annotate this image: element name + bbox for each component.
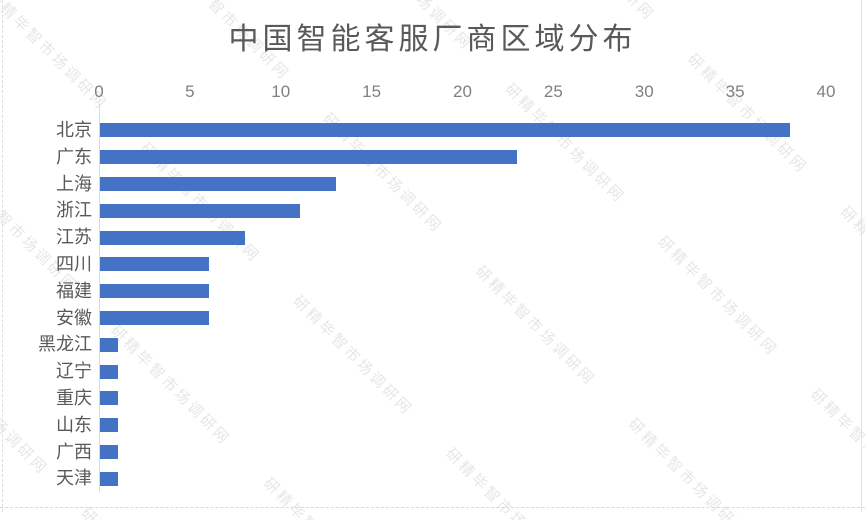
- bar-row: [100, 117, 826, 144]
- bar: [100, 284, 209, 299]
- bar: [100, 257, 209, 272]
- bar-row: [100, 412, 826, 439]
- bar: [100, 123, 790, 138]
- bar: [100, 203, 300, 218]
- bar-row: [100, 278, 826, 305]
- chart-border-bottom: [0, 507, 865, 508]
- category-label: 四川: [56, 253, 92, 274]
- category-label: 安徽: [56, 307, 92, 328]
- bar: [100, 364, 119, 379]
- bar-row: [100, 465, 826, 492]
- category-label: 上海: [56, 173, 92, 194]
- bar: [100, 230, 246, 245]
- category-label: 浙江: [56, 200, 92, 221]
- bar-row: [100, 331, 826, 358]
- bar: [100, 471, 119, 486]
- category-label: 重庆: [56, 387, 92, 408]
- category-label: 天津: [56, 468, 92, 489]
- category-label: 山东: [56, 414, 92, 435]
- x-axis-tick-label: 35: [725, 82, 745, 101]
- category-label: 辽宁: [56, 361, 92, 382]
- bar: [100, 310, 209, 325]
- bar-row: [100, 144, 826, 171]
- bar: [100, 391, 119, 406]
- bar-row: [100, 224, 826, 251]
- bar-row: [100, 439, 826, 466]
- x-axis-tick-label: 20: [453, 82, 472, 101]
- x-axis-tick-label: 30: [634, 82, 654, 101]
- chart-border-right: [861, 0, 862, 512]
- category-label: 北京: [56, 120, 92, 140]
- bar-row: [100, 171, 826, 198]
- bar-row: [100, 358, 826, 385]
- chart-title: 中国智能客服厂商区域分布: [228, 23, 637, 56]
- bar-row: [100, 385, 826, 412]
- bar-row: [100, 251, 826, 278]
- bar: [100, 176, 336, 191]
- x-axis-tick-label: 40: [816, 82, 836, 101]
- y-axis-labels: 北京广东上海浙江江苏四川福建安徽黑龙江辽宁重庆山东广西天津: [0, 117, 92, 492]
- category-label: 福建: [56, 280, 92, 301]
- x-axis-tick-label: 0: [94, 82, 104, 101]
- bar: [100, 337, 119, 352]
- x-axis: 0 5 10 15 20 25 30 35 40: [94, 82, 835, 102]
- bar-row: [100, 197, 826, 224]
- x-axis-tick-label: 15: [362, 82, 382, 101]
- bar: [100, 418, 119, 433]
- x-axis-tick-label: 5: [185, 82, 195, 101]
- bar-row: [100, 305, 826, 332]
- bar: [100, 444, 119, 459]
- category-label: 广西: [56, 441, 92, 462]
- bar: [100, 150, 518, 165]
- category-label: 江苏: [56, 227, 92, 248]
- plot-area: [99, 104, 826, 492]
- category-label: 广东: [56, 146, 92, 167]
- category-label: 黑龙江: [38, 334, 92, 355]
- x-axis-tick-label: 10: [271, 82, 291, 101]
- chart-border-left: [2, 0, 3, 512]
- x-axis-tick-label: 25: [543, 82, 563, 101]
